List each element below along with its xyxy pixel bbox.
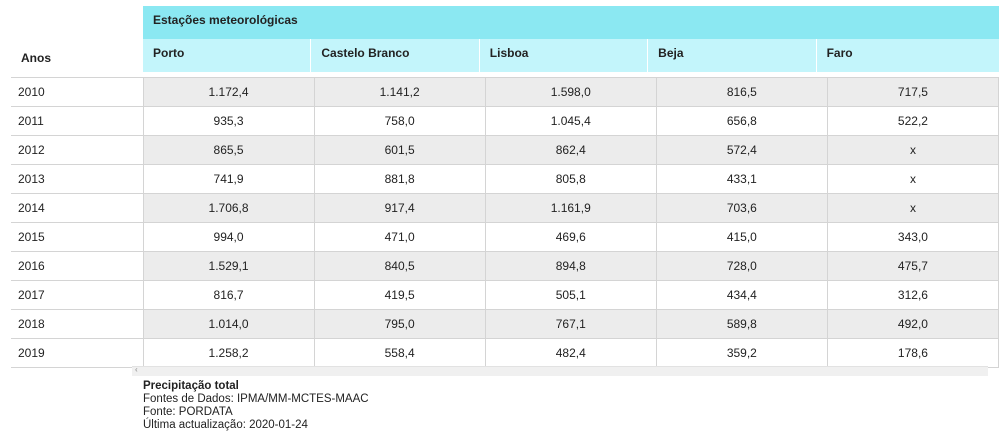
value-cell: 758,0 bbox=[313, 106, 486, 136]
column-header-porto[interactable]: Porto bbox=[143, 39, 312, 72]
table-row: 2012 865,5 601,5 862,4 572,4 x bbox=[11, 135, 1000, 165]
value-cell: 522,2 bbox=[826, 106, 1000, 136]
value-cell: 917,4 bbox=[313, 193, 486, 223]
value-cell: x bbox=[826, 164, 1000, 194]
column-header-beja[interactable]: Beja bbox=[648, 39, 817, 72]
table-row: 2011 935,3 758,0 1.045,4 656,8 522,2 bbox=[11, 106, 1000, 136]
year-cell: 2016 bbox=[11, 251, 144, 281]
year-cell: 2012 bbox=[11, 135, 144, 165]
horizontal-scrollbar[interactable]: ‹ bbox=[132, 365, 988, 376]
value-cell: 492,0 bbox=[826, 309, 1000, 339]
column-header-castelo-branco[interactable]: Castelo Branco bbox=[311, 39, 480, 72]
value-cell: 1.706,8 bbox=[142, 193, 315, 223]
footer-source: Fonte: PORDATA bbox=[143, 406, 233, 418]
value-cell: 434,4 bbox=[655, 280, 828, 310]
table-row: 2014 1.706,8 917,4 1.161,9 703,6 x bbox=[11, 193, 1000, 223]
value-cell: 1.014,0 bbox=[142, 309, 315, 339]
value-cell: 862,4 bbox=[484, 135, 657, 165]
value-cell: 865,5 bbox=[142, 135, 315, 165]
value-cell: 717,5 bbox=[826, 77, 1000, 107]
year-cell: 2014 bbox=[11, 193, 144, 223]
value-cell: 741,9 bbox=[142, 164, 315, 194]
table-row: 2016 1.529,1 840,5 894,8 728,0 475,7 bbox=[11, 251, 1000, 281]
footer-last-updated: Última actualização: 2020-01-24 bbox=[143, 419, 308, 431]
row-header-years: Anos bbox=[21, 51, 51, 65]
year-cell: 2010 bbox=[11, 77, 144, 107]
value-cell: 312,6 bbox=[826, 280, 1000, 310]
table-footer: Precipitação total Fontes de Dados: IPMA… bbox=[143, 380, 369, 432]
value-cell: 482,4 bbox=[484, 338, 657, 368]
value-cell: 1.045,4 bbox=[484, 106, 657, 136]
column-header-faro[interactable]: Faro bbox=[826, 46, 853, 60]
value-cell: 572,4 bbox=[655, 135, 828, 165]
table-row: 2015 994,0 471,0 469,6 415,0 343,0 bbox=[11, 222, 1000, 252]
value-cell: 994,0 bbox=[142, 222, 315, 252]
footer-title: Precipitação total bbox=[143, 380, 239, 392]
value-cell: 935,3 bbox=[142, 106, 315, 136]
value-cell: 415,0 bbox=[655, 222, 828, 252]
table-row: 2013 741,9 881,8 805,8 433,1 x bbox=[11, 164, 1000, 194]
value-cell: 840,5 bbox=[313, 251, 486, 281]
year-cell: 2013 bbox=[11, 164, 144, 194]
footer-data-sources: Fontes de Dados: IPMA/MM-MCTES-MAAC bbox=[143, 393, 369, 405]
value-cell: 703,6 bbox=[655, 193, 828, 223]
group-header-stations: Estações meteorológicas bbox=[143, 6, 999, 39]
year-cell: 2017 bbox=[11, 280, 144, 310]
value-cell: 178,6 bbox=[826, 338, 1000, 368]
value-cell: 419,5 bbox=[313, 280, 486, 310]
value-cell: 601,5 bbox=[313, 135, 486, 165]
value-cell: 471,0 bbox=[313, 222, 486, 252]
value-cell: 656,8 bbox=[655, 106, 828, 136]
table-row: 2010 1.172,4 1.141,2 1.598,0 816,5 717,5 bbox=[11, 77, 1000, 107]
value-cell: x bbox=[826, 135, 1000, 165]
table-header: Anos Estações meteorológicas Porto Caste… bbox=[11, 6, 999, 72]
table-row: 2017 816,7 419,5 505,1 434,4 312,6 bbox=[11, 280, 1000, 310]
year-cell: 2011 bbox=[11, 106, 144, 136]
data-table-container: Anos Estações meteorológicas Porto Caste… bbox=[11, 6, 1000, 368]
data-table-body: 2010 1.172,4 1.141,2 1.598,0 816,5 717,5 2011 9… bbox=[11, 77, 1000, 368]
value-cell: 894,8 bbox=[484, 251, 657, 281]
value-cell: 359,2 bbox=[655, 338, 828, 368]
value-cell: 1.172,4 bbox=[142, 77, 315, 107]
value-cell: 881,8 bbox=[313, 164, 486, 194]
table-row: 2019 1.258,2 558,4 482,4 359,2 178,6 bbox=[11, 338, 1000, 368]
value-cell: 475,7 bbox=[826, 251, 1000, 281]
value-cell: 1.258,2 bbox=[142, 338, 315, 368]
value-cell: 343,0 bbox=[826, 222, 1000, 252]
chevron-left-icon[interactable]: ‹ bbox=[135, 365, 138, 374]
value-cell: 816,5 bbox=[655, 77, 828, 107]
value-cell: 816,7 bbox=[142, 280, 315, 310]
year-cell: 2015 bbox=[11, 222, 144, 252]
value-cell: 805,8 bbox=[484, 164, 657, 194]
value-cell: 1.161,9 bbox=[484, 193, 657, 223]
value-cell: 1.529,1 bbox=[142, 251, 315, 281]
value-cell: 505,1 bbox=[484, 280, 657, 310]
value-cell: 558,4 bbox=[313, 338, 486, 368]
value-cell: 728,0 bbox=[655, 251, 828, 281]
value-cell: 469,6 bbox=[484, 222, 657, 252]
value-cell: 1.598,0 bbox=[484, 77, 657, 107]
table-row: 2018 1.014,0 795,0 767,1 589,8 492,0 bbox=[11, 309, 1000, 339]
value-cell: 1.141,2 bbox=[313, 77, 486, 107]
value-cell: 433,1 bbox=[655, 164, 828, 194]
year-cell: 2018 bbox=[11, 309, 144, 339]
value-cell: 589,8 bbox=[655, 309, 828, 339]
value-cell: 795,0 bbox=[313, 309, 486, 339]
value-cell: 767,1 bbox=[484, 309, 657, 339]
column-header-lisboa[interactable]: Lisboa bbox=[480, 39, 649, 72]
value-cell: x bbox=[826, 193, 1000, 223]
year-cell: 2019 bbox=[11, 338, 144, 368]
column-headers: Porto Castelo Branco Lisboa Beja Faro bbox=[143, 39, 999, 72]
